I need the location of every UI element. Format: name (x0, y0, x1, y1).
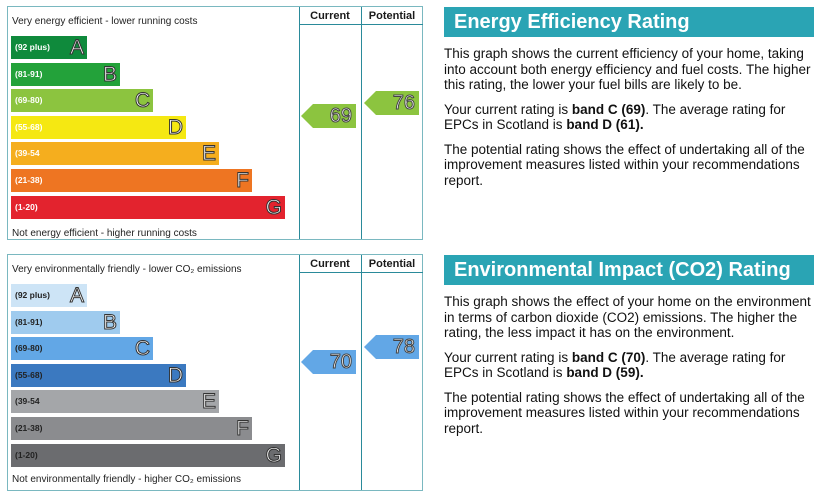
arrow-shape (364, 90, 419, 115)
band-letter: D (167, 115, 183, 139)
env-bottom-caption: Not environmentally friendly - higher CO… (12, 474, 241, 485)
band-range-label: (92 plus) (15, 290, 50, 300)
band-e: (39-54 E (11, 390, 219, 414)
energy-rating-chart: Very energy efficient - lower running co… (7, 6, 423, 240)
band-range-label: (39-54 (15, 148, 40, 159)
energy-current-rating: Your current rating is band C (69). The … (444, 101, 786, 133)
band-range-label: (81-91) (15, 68, 43, 79)
env-potential-desc: The potential rating shows the effect of… (444, 389, 805, 436)
arrow-shape (301, 350, 356, 375)
arrow-shape (301, 104, 356, 129)
energy-panel-title: Energy Efficiency Rating (444, 7, 814, 37)
band-letter: F (236, 417, 250, 441)
band-letter: C (134, 89, 150, 113)
band-letter: G (265, 443, 282, 467)
current-column-line (299, 7, 300, 239)
band-letter: G (265, 195, 282, 219)
band-range-label: (92 plus) (15, 42, 50, 52)
band-g: (1-20) G (11, 195, 285, 219)
energy-info-panel: Energy Efficiency Rating This graph show… (444, 7, 814, 188)
band-letter: B (102, 310, 117, 334)
potential-column-line (361, 255, 362, 490)
band-range-label: (81-91) (15, 316, 43, 327)
band-letter: A (69, 36, 84, 60)
potential-header: Potential (361, 255, 423, 273)
env-top-caption: Very environmentally friendly - lower CO… (12, 264, 242, 275)
band-letter: A (69, 284, 84, 308)
arrow-polygon (301, 350, 356, 375)
env-panel-title: Environmental Impact (CO2) Rating (444, 255, 814, 285)
environmental-rating-chart: Very environmentally friendly - lower CO… (7, 254, 423, 491)
potential-header: Potential (361, 7, 423, 25)
band-e: (39-54 E (11, 142, 219, 166)
env-current-arrow: 70 (301, 350, 356, 375)
band-letter: D (167, 363, 183, 387)
band-g: (1-20) G (11, 443, 285, 467)
band-range-label: (1-20) (15, 201, 38, 212)
band-range-label: (69-80) (15, 343, 43, 354)
energy-bottom-caption: Not energy efficient - higher running co… (12, 228, 197, 239)
band-letter: E (201, 390, 216, 414)
band-d: (55-68) D (11, 115, 186, 139)
band-letter: B (102, 62, 117, 86)
energy-potential-arrow: 76 (364, 90, 419, 115)
arrow-polygon (301, 104, 356, 129)
energy-top-caption: Very energy efficient - lower running co… (12, 16, 198, 27)
arrow-polygon (364, 335, 419, 360)
current-column-line (299, 255, 300, 490)
arrow-shape (364, 335, 419, 360)
env-current-rating: Your current rating is band C (70). The … (444, 349, 786, 381)
current-header: Current (299, 7, 361, 25)
band-d: (55-68) D (11, 363, 186, 387)
rating-value: 76 (392, 91, 415, 114)
rating-value: 78 (392, 336, 415, 359)
band-b: (81-91) B (11, 310, 120, 334)
band-range-label: (21-38) (15, 175, 43, 185)
band-f: (21-38) F (11, 417, 252, 441)
env-potential-arrow: 78 (364, 335, 419, 360)
band-b: (81-91) B (11, 62, 120, 86)
band-range-label: (55-68) (15, 369, 43, 380)
band-range-label: (55-68) (15, 121, 43, 132)
band-range-label: (21-38) (15, 423, 43, 433)
band-c: (69-80) C (11, 89, 153, 113)
band-range-label: (69-80) (15, 95, 43, 106)
band-range-label: (1-20) (15, 449, 38, 460)
band-f: (21-38) F (11, 169, 252, 193)
band-c: (69-80) C (11, 337, 153, 361)
potential-column-line (361, 7, 362, 239)
band-range-label: (39-54 (15, 396, 40, 407)
band-letter: C (134, 337, 150, 361)
arrow-polygon (364, 90, 419, 115)
env-info-panel: Environmental Impact (CO2) Rating This g… (444, 255, 814, 436)
energy-desc: This graph shows the current efficiency … (444, 46, 811, 92)
band-letter: E (201, 142, 216, 166)
band-a: (92 plus) A (11, 284, 87, 308)
band-letter: F (236, 169, 250, 193)
rating-value: 69 (329, 105, 352, 128)
energy-potential-desc: The potential rating shows the effect of… (444, 141, 805, 188)
rating-value: 70 (329, 351, 352, 374)
energy-current-arrow: 69 (301, 104, 356, 129)
current-header: Current (299, 255, 361, 273)
band-a: (92 plus) A (11, 36, 87, 60)
env-desc: This graph shows the effect of your home… (444, 294, 811, 340)
